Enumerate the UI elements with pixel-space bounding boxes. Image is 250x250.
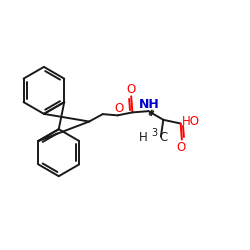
Text: O: O [114, 102, 124, 115]
Text: O: O [177, 140, 186, 153]
Text: 3: 3 [152, 128, 158, 138]
Text: HO: HO [182, 115, 200, 128]
Text: C: C [160, 131, 168, 144]
Text: NH: NH [139, 98, 160, 111]
Text: H: H [139, 131, 148, 144]
Text: O: O [126, 83, 136, 96]
